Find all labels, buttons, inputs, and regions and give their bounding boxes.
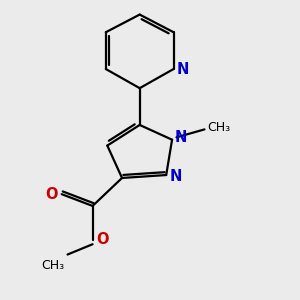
- Text: CH₃: CH₃: [41, 259, 64, 272]
- Text: O: O: [46, 187, 58, 202]
- Text: N: N: [169, 169, 182, 184]
- Text: N: N: [177, 61, 190, 76]
- Text: CH₃: CH₃: [207, 121, 230, 134]
- Text: O: O: [96, 232, 109, 247]
- Text: N: N: [175, 130, 188, 145]
